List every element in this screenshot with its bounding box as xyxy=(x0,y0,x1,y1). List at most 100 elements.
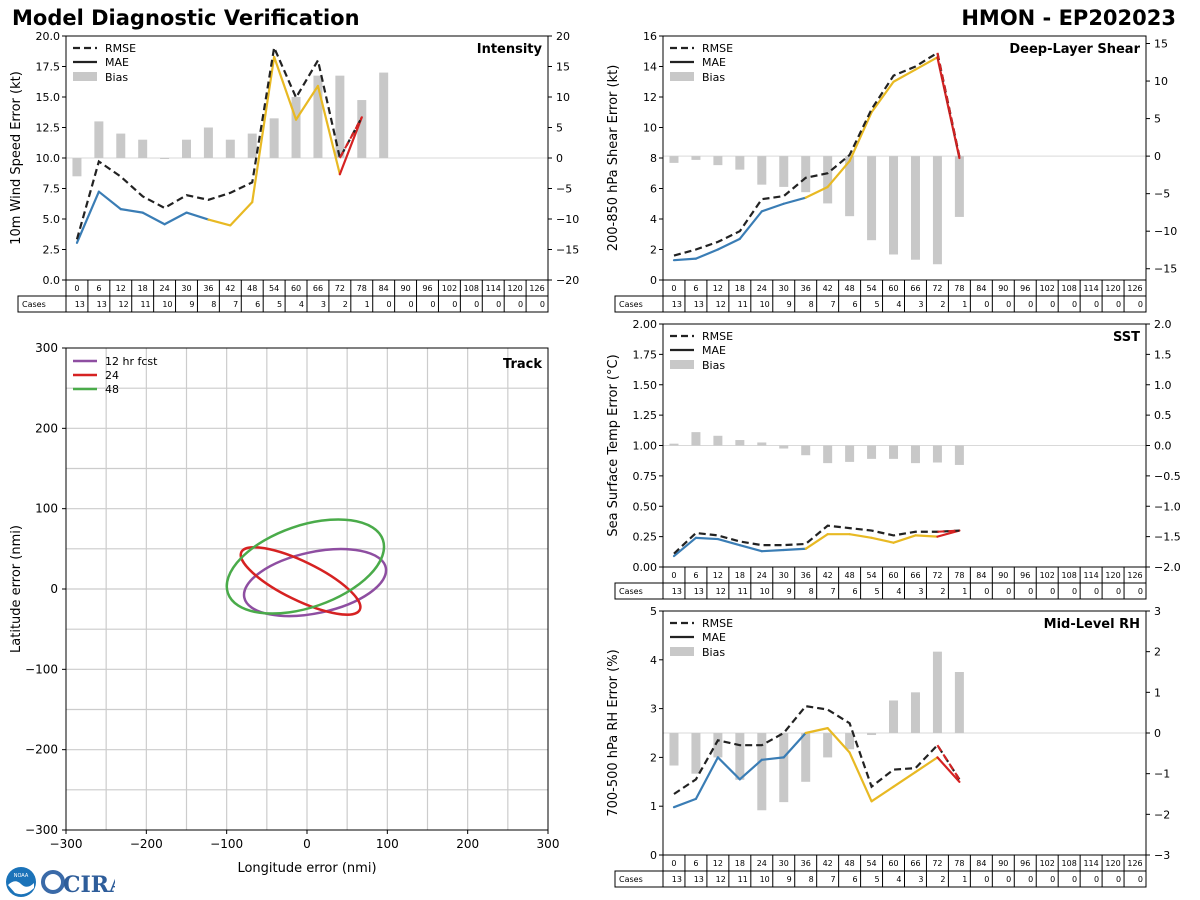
shear-case-count: 13 xyxy=(672,300,682,309)
sst-y2tick-label: −0.5 xyxy=(1154,470,1181,483)
sst-hour-label: 18 xyxy=(735,571,745,580)
sst-legend-rmse: RMSE xyxy=(702,330,733,343)
shear-y2tick-label: −15 xyxy=(1154,263,1177,276)
intensity-rmse-line xyxy=(75,43,363,240)
shear-legend-rmse: RMSE xyxy=(702,42,733,55)
rh-ytick-label: 3 xyxy=(650,703,657,716)
sst-hour-label: 24 xyxy=(757,571,767,580)
track-ytick-label: 200 xyxy=(35,421,58,435)
sst-mae-segment xyxy=(870,536,895,544)
sst-case-count: 0 xyxy=(1094,587,1099,596)
sst-hour-label: 54 xyxy=(866,571,876,580)
rh-ytick-label: 5 xyxy=(650,605,657,618)
shear-hour-label: 126 xyxy=(1127,284,1142,293)
rh-bias-bar xyxy=(910,692,920,733)
intensity-hour-label: 30 xyxy=(181,284,191,293)
shear-hour-label: 60 xyxy=(888,284,898,293)
shear-hour-label: 30 xyxy=(779,284,789,293)
intensity-hour-label: 96 xyxy=(422,284,432,293)
sst-bias-bar xyxy=(823,445,833,464)
intensity-mae-segment xyxy=(251,55,276,204)
intensity-y2tick-label: 20 xyxy=(556,30,570,43)
shear-bias-bar xyxy=(910,156,920,260)
sst-case-count: 8 xyxy=(809,587,814,596)
rh-case-count: 6 xyxy=(852,875,857,884)
cira-logo-text: CIRA xyxy=(63,872,115,898)
shear-ytick-label: 0 xyxy=(650,274,657,287)
shear-hour-label: 54 xyxy=(866,284,876,293)
cira-logo-icon xyxy=(41,870,65,894)
rh-y2tick-label: 0 xyxy=(1154,727,1161,740)
rh-ytick-label: 2 xyxy=(650,751,657,764)
intensity-case-count: 11 xyxy=(140,300,150,309)
track-xlabel: Longitude error (nmi) xyxy=(237,861,376,876)
intensity-case-count: 8 xyxy=(211,300,216,309)
shear-hour-label: 84 xyxy=(976,284,986,293)
intensity-case-count: 0 xyxy=(452,300,457,309)
rh-hour-label: 48 xyxy=(845,859,855,868)
intensity-y2tick-label: 5 xyxy=(556,122,563,135)
shear-cases-label: Cases xyxy=(619,300,643,309)
sst-bias-bar xyxy=(801,445,811,456)
shear-mae-segment xyxy=(672,257,698,262)
shear-case-count: 0 xyxy=(1138,300,1143,309)
shear-hour-label: 12 xyxy=(713,284,723,293)
intensity-y2tick-label: −5 xyxy=(556,183,572,196)
intensity-case-count: 6 xyxy=(255,300,260,309)
rh-rmse-line xyxy=(673,704,961,795)
sst-ytick-label: 1.50 xyxy=(633,379,658,392)
sst-ytick-label: 0.50 xyxy=(633,500,658,513)
sst-hour-label: 126 xyxy=(1127,571,1142,580)
shear-hour-label: 42 xyxy=(823,284,833,293)
shear-bias-bar xyxy=(889,156,899,255)
rh-y2tick-label: −2 xyxy=(1154,808,1170,821)
rh-case-count: 1 xyxy=(962,875,967,884)
rh-hour-label: 30 xyxy=(779,859,789,868)
rh-cases-label: Cases xyxy=(619,875,643,884)
shear-ytick-label: 2 xyxy=(650,244,657,257)
intensity-mae-segment xyxy=(294,84,320,121)
sst-ytick-label: 2.00 xyxy=(633,318,658,331)
intensity-case-count: 0 xyxy=(387,300,392,309)
intensity-bias-bar xyxy=(116,133,126,158)
rh-case-count: 0 xyxy=(1006,875,1011,884)
intensity-bias-bar xyxy=(182,139,191,158)
sst-bias-bar xyxy=(932,445,942,463)
intensity-y2tick-label: −15 xyxy=(556,244,579,257)
intensity-legend-bias-swatch xyxy=(73,72,97,81)
sst-case-count: 0 xyxy=(1138,587,1143,596)
shear-case-count: 12 xyxy=(716,300,726,309)
intensity-hour-label: 84 xyxy=(379,284,389,293)
rh-cases-row xyxy=(614,870,1147,888)
rh-hour-label: 66 xyxy=(910,859,920,868)
track-legend-label: 24 xyxy=(105,369,119,382)
intensity-mae-segment xyxy=(141,211,166,226)
shear-case-count: 10 xyxy=(760,300,770,309)
sst-mae-segment xyxy=(672,536,698,558)
rh-mae-segment xyxy=(672,797,698,809)
sst-y2tick-label: 2.0 xyxy=(1154,318,1172,331)
page-title: Model Diagnostic Verification xyxy=(12,6,360,30)
rh-bias-bar xyxy=(757,733,767,811)
rh-bias-bar xyxy=(669,733,679,766)
rh-bias-bar xyxy=(735,733,745,780)
sst-hour-label: 48 xyxy=(845,571,855,580)
intensity-bias-bar xyxy=(291,97,301,158)
sst-case-count: 3 xyxy=(918,587,923,596)
intensity-hour-label: 78 xyxy=(357,284,367,293)
intensity-mae-segment xyxy=(163,211,188,226)
shear-rmse-line xyxy=(673,51,961,257)
rh-ylabel: 700-500 hPa RH Error (%) xyxy=(606,649,621,816)
shear-mae-segment xyxy=(848,111,873,163)
sst-hour-label: 114 xyxy=(1083,571,1098,580)
intensity-hour-label: 66 xyxy=(313,284,323,293)
intensity-ytick-label: 10.0 xyxy=(36,152,61,165)
sst-hour-label: 60 xyxy=(888,571,898,580)
intensity-cases-row xyxy=(17,295,549,313)
sst-hour-label: 108 xyxy=(1062,571,1077,580)
rh-mae-segment xyxy=(826,727,851,754)
noaa-logo-wave xyxy=(8,881,34,895)
intensity-mae-segment xyxy=(229,201,254,227)
rh-hour-label: 72 xyxy=(932,859,942,868)
shear-ytick-label: 12 xyxy=(643,91,657,104)
